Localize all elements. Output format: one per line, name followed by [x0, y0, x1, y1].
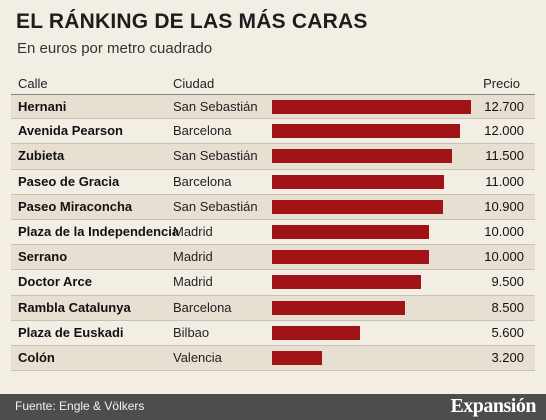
city-label: Madrid — [173, 223, 213, 239]
city-label: San Sebastián — [173, 198, 258, 214]
street-label: Avenida Pearson — [18, 123, 124, 139]
table-row: Hernani San Sebastián 12.700 — [11, 94, 535, 120]
price-bar — [272, 224, 429, 239]
city-label: Barcelona — [173, 299, 232, 315]
price-bar — [272, 174, 444, 189]
price-bar — [272, 149, 452, 164]
street-label: Paseo Miraconcha — [18, 198, 133, 214]
city-label: San Sebastián — [173, 99, 258, 114]
table-row: Paseo Miraconcha San Sebastián 10.900 — [11, 194, 535, 220]
price-value-label: 12.000 — [484, 123, 524, 139]
street-label: Plaza de Euskadi — [18, 324, 124, 340]
table-row: Avenida Pearson Barcelona 12.000 — [11, 119, 535, 145]
chart-title: EL RÁNKING DE LAS MÁS CARAS — [16, 10, 368, 33]
price-bar — [272, 250, 429, 265]
price-bar — [272, 325, 360, 340]
city-label: Barcelona — [173, 123, 232, 139]
price-value-label: 11.000 — [485, 173, 524, 189]
city-label: Valencia — [173, 349, 222, 365]
price-value-label: 9.500 — [491, 274, 524, 290]
price-value-label: 10.000 — [484, 223, 524, 239]
price-value-label: 10.900 — [484, 198, 524, 214]
column-header-street: Calle — [18, 76, 48, 91]
street-label: Rambla Catalunya — [18, 299, 131, 315]
price-value-label: 3.200 — [491, 349, 524, 365]
column-header-price: Precio — [483, 76, 520, 91]
price-value-label: 5.600 — [491, 324, 524, 340]
price-bar — [272, 100, 471, 114]
table-row: Colón Valencia 3.200 — [11, 345, 535, 372]
city-label: Barcelona — [173, 173, 232, 189]
table-row: Plaza de Euskadi Bilbao 5.600 — [11, 321, 535, 346]
street-label: Colón — [18, 349, 55, 365]
price-bar — [272, 124, 460, 139]
city-label: San Sebastián — [173, 148, 258, 164]
price-value-label: 12.700 — [484, 99, 524, 114]
ranking-table: Hernani San Sebastián 12.700 Avenida Pearso… — [11, 94, 535, 372]
price-value-label: 10.000 — [484, 249, 524, 265]
table-header: Calle Ciudad Precio — [0, 76, 546, 92]
price-value-label: 11.500 — [485, 148, 524, 164]
street-label: Serrano — [18, 249, 68, 265]
street-label: Hernani — [18, 99, 67, 114]
price-bar — [272, 300, 405, 315]
table-row: Paseo de Gracia Barcelona 11.000 — [11, 170, 535, 195]
table-row: Doctor Arce Madrid 9.500 — [11, 270, 535, 296]
city-label: Madrid — [173, 274, 213, 290]
footer: Fuente: Engle & Völkers Expansión — [0, 394, 546, 420]
expansion-logo: Expansión — [450, 395, 536, 417]
street-label: Paseo de Gracia — [18, 173, 120, 189]
city-label: Madrid — [173, 249, 213, 265]
table-row: Serrano Madrid 10.000 — [11, 245, 535, 271]
street-label: Doctor Arce — [18, 274, 92, 290]
table-row: Rambla Catalunya Barcelona 8.500 — [11, 295, 535, 321]
city-label: Bilbao — [173, 324, 210, 340]
column-header-city: Ciudad — [173, 76, 215, 91]
street-label: Zubieta — [18, 148, 65, 164]
price-bar — [272, 199, 443, 214]
price-value-label: 8.500 — [491, 299, 524, 315]
table-row: Zubieta San Sebastián 11.500 — [11, 144, 535, 170]
table-row: Plaza de la Independencia Madrid 10.000 — [11, 220, 535, 246]
source-note: Fuente: Engle & Völkers — [15, 399, 145, 413]
price-bar — [272, 350, 322, 365]
chart-subtitle: En euros por metro cuadrado — [17, 40, 213, 57]
price-bar — [272, 275, 421, 290]
street-label: Plaza de la Independencia — [18, 223, 180, 239]
